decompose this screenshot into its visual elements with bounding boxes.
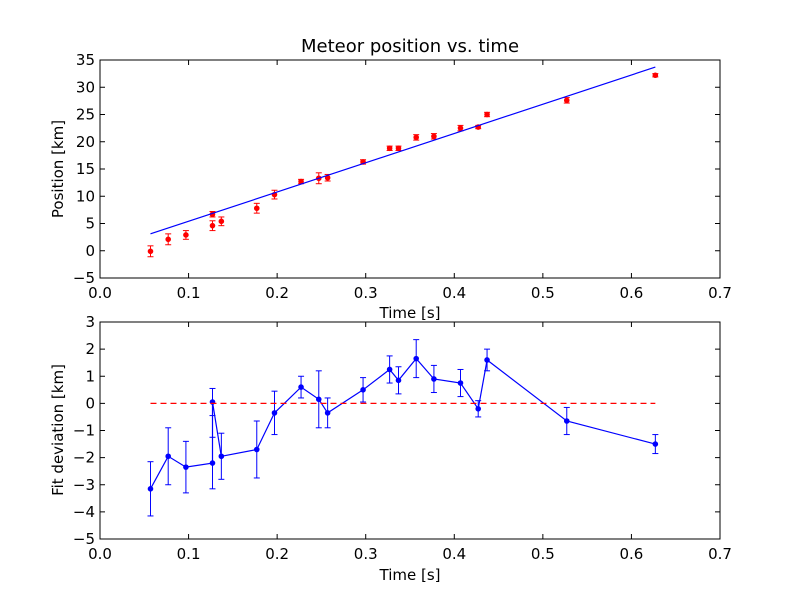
data-point	[147, 248, 154, 255]
data-point	[431, 133, 437, 140]
deviation-axis-ticks: 0.0 0.1 0.2 0.3 0.4 0.5 0.6 0.7 −5 −4 −3 −2 −1 0 1 2 3	[73, 313, 732, 563]
position-x-tick-label: 0.2	[265, 284, 289, 302]
data-point	[431, 376, 437, 382]
position-x-tick-label: 0.7	[708, 284, 732, 302]
deviation-x-tick-label: 0.0	[88, 545, 112, 563]
deviation-x-tick-label: 0.5	[531, 545, 555, 563]
deviation-y-tick-label: −1	[73, 422, 95, 440]
data-point	[209, 222, 216, 229]
position-y-tick-label: 0	[85, 242, 95, 260]
data-point	[457, 125, 464, 131]
deviation-y-tick-label: −5	[73, 530, 95, 548]
position-x-tick-label: 0.4	[442, 284, 466, 302]
position-x-tick-label: 0.3	[354, 284, 378, 302]
data-point	[457, 380, 464, 386]
deviation-y-tick-label: −4	[73, 503, 95, 521]
data-point	[183, 232, 189, 238]
data-point	[315, 396, 322, 403]
data-point	[484, 357, 490, 363]
deviation-y-tick-label: −2	[73, 449, 95, 467]
data-point	[147, 486, 154, 492]
position-y-tick-label: 5	[85, 215, 95, 233]
position-y-tick-label: 15	[76, 160, 95, 178]
position-x-tick-label: 0.1	[177, 284, 201, 302]
position-x-tick-label: 0.5	[531, 284, 555, 302]
data-point	[165, 236, 171, 243]
deviation-x-tick-label: 0.6	[619, 545, 643, 563]
deviation-y-tick-label: 2	[85, 340, 95, 358]
data-point	[395, 145, 402, 152]
position-x-tick-label: 0.6	[619, 284, 643, 302]
position-chart: Meteor position vs. time 0.0 0.1 0.2 0.3 0.4…	[49, 36, 732, 322]
position-y-axis-label: Position [km]	[49, 120, 67, 218]
deviation-x-tick-label: 0.2	[265, 545, 289, 563]
deviation-x-tick-label: 0.1	[177, 545, 201, 563]
deviation-chart: 0.0 0.1 0.2 0.3 0.4 0.5 0.6 0.7 −5 −4 −3 −2 −1 0 1 2 3 T…	[49, 313, 732, 584]
deviation-y-tick-label: 0	[85, 394, 95, 412]
data-point	[413, 355, 420, 362]
chart-title: Meteor position vs. time	[301, 36, 519, 57]
deviation-x-tick-label: 0.4	[442, 545, 466, 563]
data-point	[386, 145, 393, 152]
data-point	[271, 410, 278, 416]
deviation-y-tick-label: 3	[85, 313, 95, 331]
deviation-x-axis-label: Time [s]	[379, 566, 441, 584]
data-point	[484, 111, 490, 118]
data-point	[253, 446, 260, 453]
deviation-axes-frame	[99, 321, 721, 540]
data-point	[360, 387, 366, 393]
data-point	[652, 441, 659, 447]
deviation-plot-area	[147, 339, 659, 517]
data-point	[298, 384, 304, 390]
data-point	[475, 406, 482, 412]
position-y-tick-label: 30	[76, 78, 95, 96]
deviation-y-tick-label: 1	[85, 367, 95, 385]
deviation-series-line	[149, 357, 656, 490]
data-point	[218, 453, 225, 460]
position-axes-frame	[99, 59, 721, 279]
data-point	[413, 134, 420, 141]
deviation-y-tick-label: −3	[73, 476, 95, 494]
deviation-x-tick-label: 0.7	[708, 545, 732, 563]
fit-line	[150, 66, 656, 235]
data-point	[253, 205, 260, 212]
data-point	[324, 410, 331, 416]
data-point	[563, 418, 570, 424]
data-point	[209, 460, 216, 466]
position-axis-ticks: 0.0 0.1 0.2 0.3 0.4 0.5 0.6 0.7 −5 0 5 10 15 20 25 30 35	[73, 51, 732, 302]
data-point	[563, 97, 570, 104]
data-point	[218, 218, 225, 225]
data-point	[183, 464, 189, 470]
deviation-x-tick-label: 0.3	[354, 545, 378, 563]
position-y-tick-label: 20	[76, 133, 95, 151]
data-point	[165, 453, 171, 460]
data-point	[652, 72, 659, 79]
position-y-tick-label: 35	[76, 51, 95, 69]
deviation-y-axis-label: Fit deviation [km]	[49, 364, 67, 496]
position-x-axis-label: Time [s]	[379, 304, 441, 322]
position-x-tick-label: 0.0	[88, 284, 112, 302]
position-y-tick-label: 25	[76, 106, 95, 124]
data-point	[395, 377, 402, 384]
position-y-tick-label: 10	[76, 187, 95, 205]
position-plot-area	[147, 66, 659, 258]
data-point	[386, 366, 393, 373]
position-y-tick-label: −5	[73, 269, 95, 287]
